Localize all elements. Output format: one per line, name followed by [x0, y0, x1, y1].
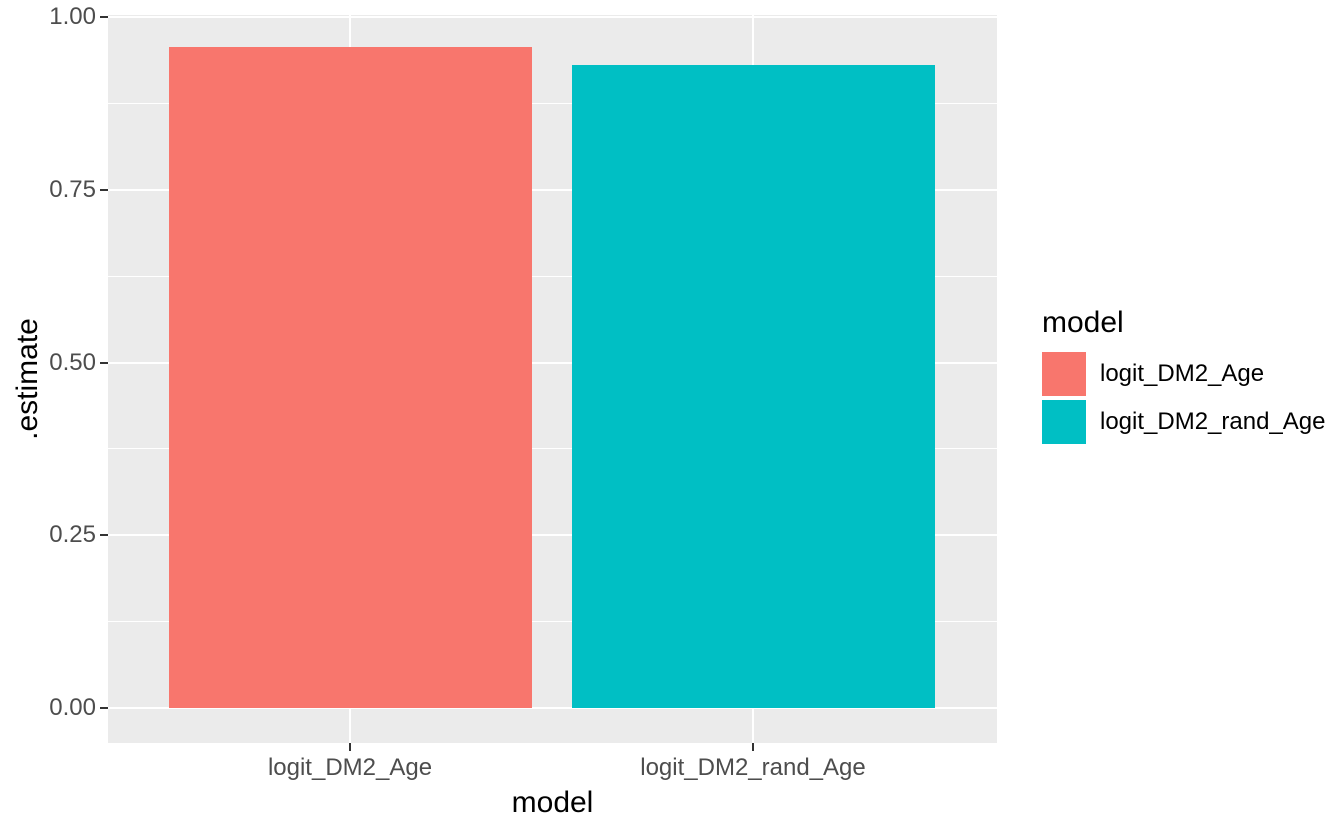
y-tick-label-4: 1.00	[49, 3, 96, 30]
gridline-major-y-4	[108, 16, 997, 18]
x-tick-mark-1	[752, 743, 754, 751]
bar-logit_DM2_Age	[168, 47, 532, 708]
x-tick-mark-0	[349, 743, 351, 751]
gridline-major-y-0	[108, 707, 997, 709]
y-axis-title: .estimate	[11, 318, 44, 440]
gridline-major-y-2	[108, 361, 997, 364]
x-tick-label-0: logit_DM2_Age	[267, 754, 433, 781]
legend-entries: logit_DM2_Age logit_DM2_rand_Age	[1042, 352, 1325, 444]
y-tick-mark-4	[100, 16, 108, 18]
legend-title: model	[1042, 306, 1124, 339]
y-tick-label-2: 0.50	[49, 348, 96, 376]
gridline-minor-y-2	[108, 275, 997, 277]
bar-logit_DM2_rand_Age	[571, 65, 935, 708]
gridline-minor-y-3	[108, 102, 997, 104]
legend-key-swatch-1	[1042, 400, 1086, 444]
y-tick-mark-3	[100, 188, 108, 191]
legend-key-swatch-0	[1042, 352, 1086, 396]
plot-panel	[108, 15, 997, 743]
legend-label-1: logit_DM2_rand_Age	[1100, 408, 1326, 435]
x-tick-label-1: logit_DM2_rand_Age	[640, 754, 866, 781]
y-tick-mark-1	[100, 534, 108, 537]
gridline-minor-y-0	[108, 621, 997, 623]
gridline-major-y-1	[108, 534, 997, 537]
y-tick-label-1: 0.25	[49, 521, 96, 549]
x-axis-title: model	[511, 786, 594, 819]
y-tick-label-3: 0.75	[49, 175, 96, 203]
legend: model logit_DM2_Age logit_DM2_rand_Age	[1042, 306, 1325, 448]
legend-entry-0: logit_DM2_Age	[1042, 352, 1325, 396]
y-tick-label-0: 0.00	[49, 694, 96, 721]
gridline-minor-y-1	[108, 448, 997, 450]
gridline-major-y-3	[108, 188, 997, 191]
y-tick-mark-2	[100, 361, 108, 364]
legend-label-0: logit_DM2_Age	[1100, 360, 1265, 387]
y-tick-mark-0	[100, 707, 108, 709]
legend-entry-1: logit_DM2_rand_Age	[1042, 400, 1325, 444]
